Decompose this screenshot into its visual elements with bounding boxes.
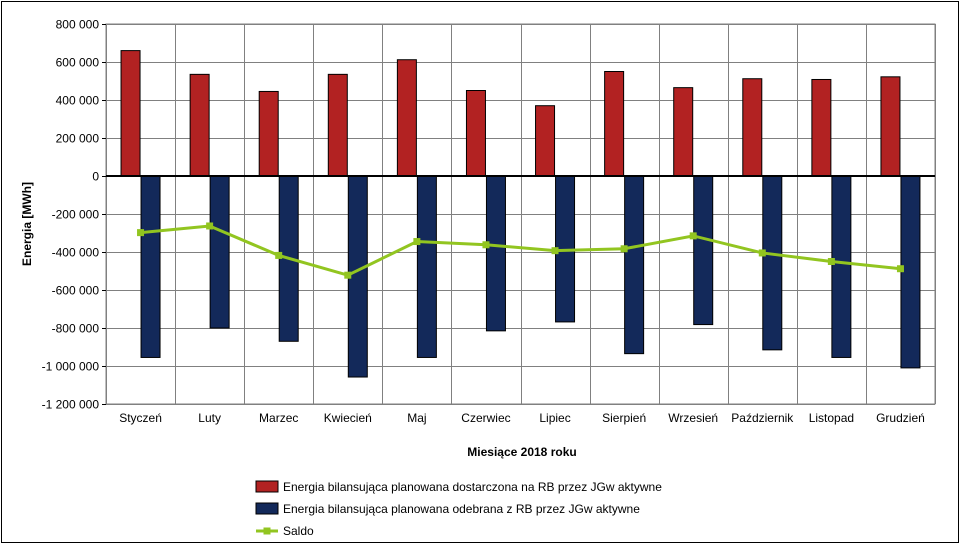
bar-dostarczona bbox=[465, 90, 486, 177]
bar-dostarczona bbox=[535, 105, 556, 177]
saldo-marker bbox=[896, 265, 904, 273]
bar-odebrana bbox=[831, 175, 852, 358]
bar-dostarczona bbox=[811, 78, 832, 177]
x-tick-label: Kwiecień bbox=[324, 411, 372, 425]
y-tick-label: -1 200 000 bbox=[42, 398, 100, 412]
x-tick-labels: Styczeń Luty Marzec Kwiecień Maj Czerwiec Lipi… bbox=[119, 411, 925, 425]
saldo-marker bbox=[620, 245, 628, 253]
x-tick-label: Lipiec bbox=[539, 411, 570, 425]
saldo-marker bbox=[275, 251, 283, 259]
y-tick-label: -1 000 000 bbox=[42, 360, 100, 374]
saldo-marker bbox=[551, 247, 559, 255]
x-tick-label: Grudzień bbox=[876, 411, 925, 425]
saldo-line bbox=[137, 222, 904, 279]
bars bbox=[120, 50, 921, 378]
x-tick-label: Styczeń bbox=[119, 411, 162, 425]
bar-dostarczona bbox=[742, 78, 763, 177]
y-tick-label: 600 000 bbox=[56, 56, 100, 70]
bar-odebrana bbox=[762, 175, 783, 351]
saldo-marker bbox=[482, 241, 490, 249]
x-tick-label: Sierpień bbox=[602, 411, 646, 425]
bar-odebrana bbox=[140, 175, 161, 358]
y-axis-title: Energia [MWh] bbox=[20, 182, 34, 266]
saldo-marker bbox=[413, 238, 421, 246]
x-axis-title: Miesiące 2018 roku bbox=[467, 445, 576, 459]
bar-odebrana bbox=[693, 175, 714, 326]
bar-odebrana bbox=[624, 175, 645, 355]
bar-odebrana bbox=[209, 175, 230, 329]
legend: Energia bilansująca planowana dostarczon… bbox=[255, 480, 662, 538]
bar-dostarczona bbox=[120, 50, 141, 177]
legend-label: Energia bilansująca planowana odebrana z… bbox=[283, 502, 640, 516]
saldo-polyline bbox=[140, 224, 901, 277]
x-tick-label: Wrzesień bbox=[668, 411, 718, 425]
bar-dostarczona bbox=[258, 90, 279, 177]
grid-lines bbox=[102, 23, 936, 405]
bar-dostarczona bbox=[604, 71, 625, 177]
x-tick-label: Październik bbox=[731, 411, 794, 425]
legend-swatch bbox=[255, 480, 279, 493]
bar-dostarczona bbox=[327, 73, 348, 177]
legend-swatch-marker bbox=[263, 527, 271, 535]
saldo-marker bbox=[206, 222, 214, 230]
y-tick-label: 0 bbox=[92, 170, 99, 184]
bar-dostarczona bbox=[189, 73, 210, 177]
bar-odebrana bbox=[485, 175, 506, 332]
y-tick-label: -600 000 bbox=[52, 284, 100, 298]
legend-swatch bbox=[255, 502, 279, 515]
bar-dostarczona bbox=[880, 76, 901, 177]
y-tick-label: -800 000 bbox=[52, 322, 100, 336]
y-tick-label: 200 000 bbox=[56, 132, 100, 146]
saldo-marker bbox=[758, 249, 766, 257]
x-tick-label: Luty bbox=[198, 411, 221, 425]
legend-label: Saldo bbox=[283, 524, 314, 538]
legend-label: Energia bilansująca planowana dostarczon… bbox=[283, 480, 662, 494]
saldo-marker bbox=[344, 271, 352, 279]
y-tick-label: -400 000 bbox=[52, 246, 100, 260]
saldo-marker bbox=[827, 258, 835, 265]
saldo-marker bbox=[689, 232, 697, 240]
y-tick-labels: 800 000 600 000 400 000 200 000 0 -200 000 -40… bbox=[42, 18, 100, 412]
y-tick-label: 400 000 bbox=[56, 94, 100, 108]
bar-odebrana bbox=[416, 175, 437, 358]
x-tick-label: Czerwiec bbox=[461, 411, 510, 425]
y-tick-label: 800 000 bbox=[56, 18, 100, 32]
bar-dostarczona bbox=[396, 59, 417, 177]
saldo-marker bbox=[137, 229, 145, 237]
x-tick-label: Marzec bbox=[259, 411, 298, 425]
x-tick-label: Maj bbox=[407, 411, 426, 425]
x-tick-label: Listopad bbox=[809, 411, 854, 425]
bar-dostarczona bbox=[673, 87, 694, 177]
y-tick-label: -200 000 bbox=[52, 208, 100, 222]
